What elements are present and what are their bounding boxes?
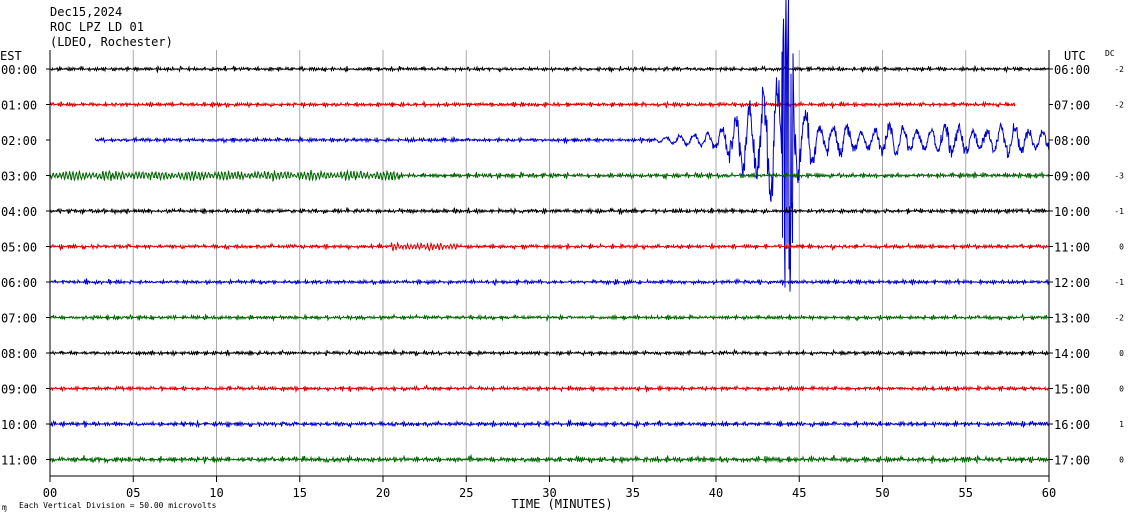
dc-label: DC [1105, 49, 1115, 58]
x-axis: 00 05 10 15 20 25 30 35 40 45 50 55 60 [43, 50, 1056, 500]
trace-0300 [49, 168, 1050, 183]
row-labels: 00:00 06:00 -2 01:00 07:00 -2 02:00 08:00 03:00 0… [1, 63, 1124, 468]
utc-hour-label: 16:00 [1054, 418, 1090, 432]
trace-0800 [49, 348, 1050, 357]
trace-1100 [49, 453, 1050, 465]
est-hour-label: 00:00 [1, 63, 37, 77]
utc-hour-label: 10:00 [1054, 205, 1090, 219]
utc-hour-label: 06:00 [1054, 63, 1090, 77]
trace-0900 [49, 384, 1050, 394]
x-tick-label: 25 [459, 486, 473, 500]
dc-offset-label: -2 [1114, 65, 1124, 74]
trace-0100 [49, 100, 1016, 110]
est-hour-label: 01:00 [1, 99, 37, 113]
utc-hour-label: 08:00 [1054, 134, 1090, 148]
est-hour-label: 08:00 [1, 347, 37, 361]
x-tick-label: 30 [542, 486, 556, 500]
dc-offset-label: 0 [1119, 243, 1124, 252]
trace-1000 [49, 418, 1049, 430]
trace-0400 [49, 206, 1049, 216]
seismic-traces [49, 0, 1050, 465]
trace-0200 [94, 0, 1050, 292]
trace-0600 [49, 277, 1050, 287]
est-axis-label: EST [0, 49, 22, 63]
dc-offset-label: 1 [1119, 420, 1124, 429]
x-tick-label: 60 [1042, 486, 1056, 500]
est-hour-label: 09:00 [1, 383, 37, 397]
station-code: ROC LPZ LD 01 [50, 20, 144, 34]
x-tick-label: 05 [126, 486, 140, 500]
x-tick-label: 10 [209, 486, 223, 500]
est-hour-label: 04:00 [1, 205, 37, 219]
x-tick-label: 55 [959, 486, 973, 500]
est-hour-label: 10:00 [1, 418, 37, 432]
x-tick-label: 35 [626, 486, 640, 500]
utc-hour-label: 15:00 [1054, 383, 1090, 397]
est-hour-label: 05:00 [1, 241, 37, 255]
time-grid [49, 50, 1050, 476]
scale-note: Each Vertical Division = 50.00 microvolt… [19, 501, 217, 510]
est-hour-label: 03:00 [1, 170, 37, 184]
dc-offset-label: 0 [1119, 456, 1124, 465]
utc-hour-label: 17:00 [1054, 454, 1090, 468]
est-hour-label: 02:00 [1, 134, 37, 148]
footer-mark: ɱ [2, 503, 7, 512]
dc-offset-label: -3 [1114, 172, 1124, 181]
x-axis-title: TIME (MINUTES) [511, 497, 612, 511]
utc-hour-label: 12:00 [1054, 276, 1090, 290]
x-tick-label: 15 [293, 486, 307, 500]
network-name: (LDEO, Rochester) [50, 35, 173, 49]
utc-axis-label: UTC [1064, 49, 1086, 63]
utc-hour-label: 11:00 [1054, 241, 1090, 255]
x-tick-label: 45 [792, 486, 806, 500]
utc-hour-label: 14:00 [1054, 347, 1090, 361]
est-hour-label: 11:00 [1, 454, 37, 468]
dc-offset-label: 0 [1119, 349, 1124, 358]
utc-hour-label: 07:00 [1054, 99, 1090, 113]
x-tick-label: 00 [43, 486, 57, 500]
dc-offset-label: 0 [1119, 385, 1124, 394]
utc-hour-label: 09:00 [1054, 170, 1090, 184]
utc-hour-label: 13:00 [1054, 312, 1090, 326]
est-hour-label: 06:00 [1, 276, 37, 290]
trace-0700 [49, 312, 1050, 323]
x-tick-label: 50 [875, 486, 889, 500]
dc-offset-label: -2 [1114, 314, 1124, 323]
plot-date: Dec15,2024 [50, 5, 123, 19]
est-hour-label: 07:00 [1, 312, 37, 326]
dc-offset-label: -2 [1114, 101, 1124, 110]
trace-0000 [49, 64, 1050, 74]
x-tick-label: 40 [709, 486, 723, 500]
x-tick-label: 20 [376, 486, 390, 500]
dc-offset-label: -1 [1114, 207, 1124, 216]
dc-offset-label: -1 [1114, 278, 1124, 287]
trace-0500 [49, 241, 1050, 253]
